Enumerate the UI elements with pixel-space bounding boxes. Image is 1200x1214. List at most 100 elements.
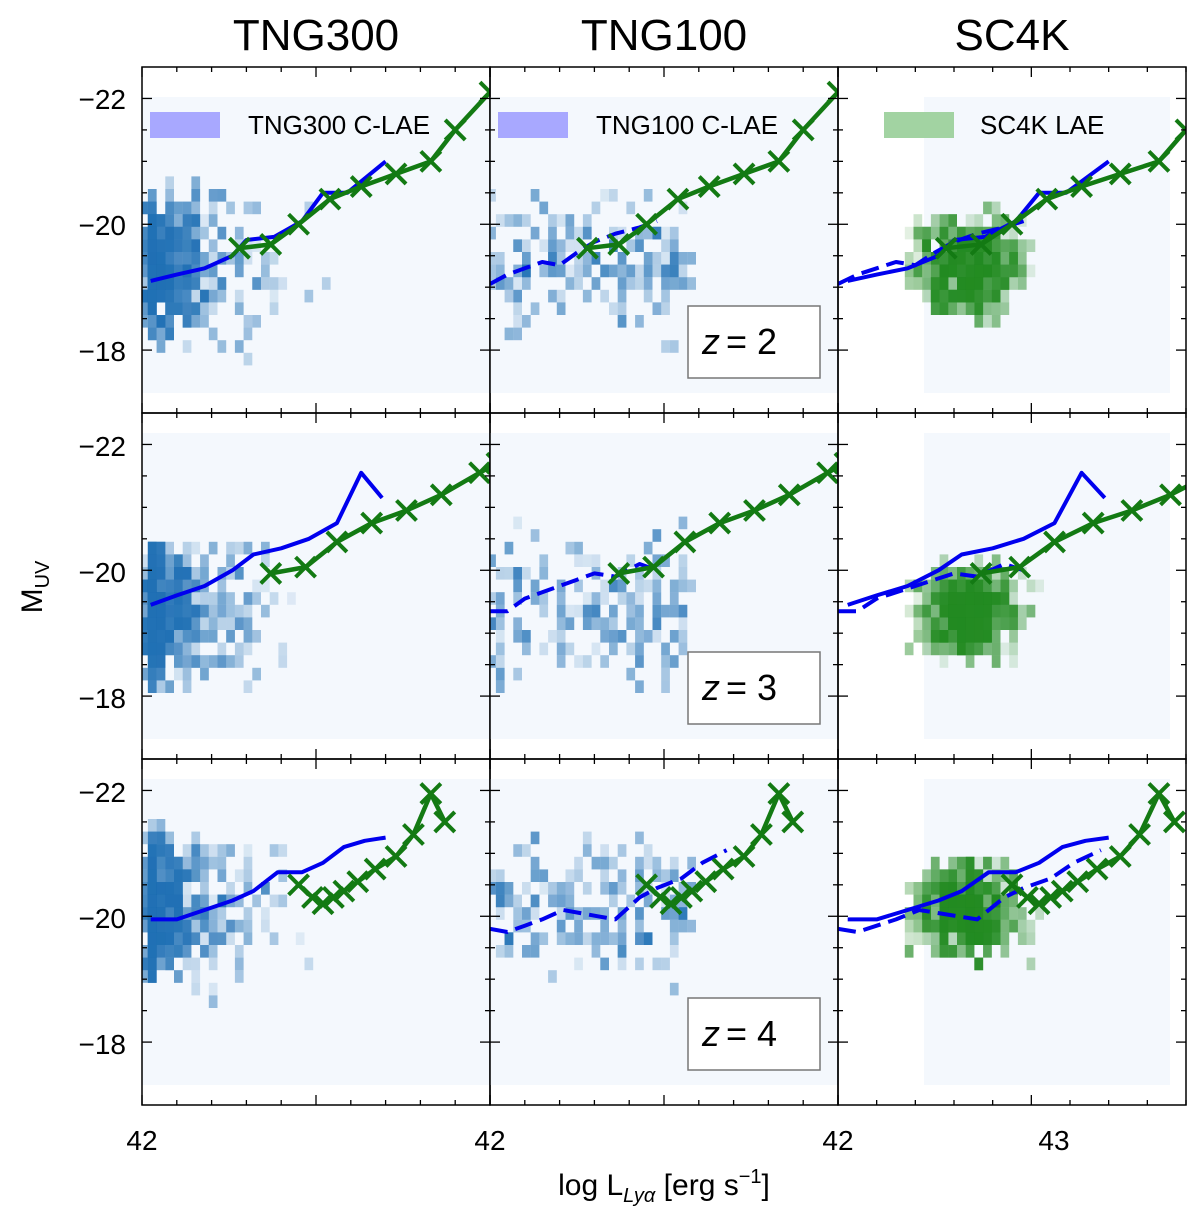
histogram-cell <box>687 252 696 265</box>
histogram-cell <box>513 667 522 681</box>
histogram-cell <box>147 239 157 252</box>
histogram-cell <box>191 226 201 240</box>
histogram-cell <box>147 579 157 593</box>
histogram-cell <box>208 541 218 555</box>
histogram-cell <box>1009 252 1018 265</box>
sc4k-median-point <box>1128 823 1152 846</box>
histogram-cell <box>200 894 209 908</box>
histogram-cell <box>182 932 192 945</box>
histogram-cell <box>217 655 227 668</box>
histogram-cell <box>217 567 227 580</box>
histogram-cell <box>556 894 566 908</box>
histogram-cell <box>626 604 636 618</box>
histogram-cell <box>269 277 279 290</box>
histogram-cell <box>1009 579 1018 593</box>
histogram-cell <box>983 617 992 630</box>
histogram-cell <box>600 289 609 303</box>
histogram-cell <box>174 642 183 656</box>
histogram-cell <box>208 189 218 202</box>
histogram-cell <box>504 289 514 303</box>
histogram-cell <box>669 856 679 870</box>
histogram-cell <box>142 277 148 290</box>
histogram-panel-sc4k-z3 <box>838 433 1186 739</box>
histogram-cell <box>165 894 174 908</box>
histogram-cell <box>217 604 227 618</box>
histogram-cell <box>191 239 201 252</box>
histogram-cell <box>991 302 1001 315</box>
histogram-cell <box>530 932 540 945</box>
histogram-cell <box>243 630 253 643</box>
histogram-cell <box>591 277 601 290</box>
histogram-cell <box>617 844 627 857</box>
histogram-cell <box>165 604 174 618</box>
histogram-cell <box>174 277 183 290</box>
histogram-cell <box>513 894 522 908</box>
histogram-cell <box>565 264 575 278</box>
histogram-cell <box>165 642 174 656</box>
histogram-cell <box>208 617 218 630</box>
sc4k-median-point <box>791 118 815 142</box>
histogram-cell <box>182 667 192 681</box>
histogram-cell <box>165 239 174 252</box>
histogram-cell <box>1009 252 1018 265</box>
histogram-cell <box>974 315 984 328</box>
histogram-cell <box>922 617 931 630</box>
histogram-cell <box>156 554 166 567</box>
histogram-cell <box>217 894 227 908</box>
histogram-cell <box>652 957 662 971</box>
histogram-cell <box>147 252 157 265</box>
histogram-cell <box>1000 214 1010 227</box>
histogram-cell <box>617 315 627 328</box>
histogram-cell <box>165 894 174 908</box>
histogram-cell <box>200 894 209 908</box>
histogram-cell <box>939 945 949 958</box>
histogram-cell <box>156 869 166 882</box>
histogram-cell <box>609 642 618 656</box>
histogram-cell <box>200 932 209 945</box>
histogram-cell <box>191 894 201 908</box>
histogram-cell <box>191 315 201 328</box>
histogram-cell <box>991 919 1001 933</box>
histogram-cell <box>600 844 609 857</box>
histogram-cell <box>142 554 148 567</box>
histogram-cell <box>142 617 148 630</box>
histogram-cell <box>965 289 975 303</box>
histogram-cell <box>948 642 957 656</box>
histogram-cell <box>1000 264 1010 278</box>
histogram-cell <box>974 932 984 945</box>
histogram-cell <box>147 579 157 593</box>
histogram-cell <box>930 302 940 315</box>
histogram-cell <box>991 882 1001 895</box>
histogram-cell <box>147 214 157 227</box>
histogram-cell <box>147 239 157 252</box>
histogram-cell <box>142 592 148 605</box>
sc4k-median-point <box>443 118 467 142</box>
histogram-cell <box>556 882 566 895</box>
histogram-cell <box>165 252 174 265</box>
panel-frame <box>837 758 1187 1106</box>
histogram-cell <box>939 617 949 630</box>
histogram-cell <box>991 919 1001 933</box>
histogram-cell <box>165 567 174 580</box>
histogram-cell <box>939 277 949 290</box>
histogram-cell <box>200 919 209 933</box>
histogram-cell <box>983 264 992 278</box>
histogram-cell <box>991 630 1001 643</box>
histogram-cell <box>939 289 949 303</box>
histogram-cell <box>182 226 192 240</box>
histogram-cell <box>617 630 627 643</box>
histogram-cell <box>1009 226 1018 240</box>
histogram-cell <box>1009 919 1018 933</box>
histogram-cell <box>156 882 166 895</box>
histogram-cell <box>957 869 966 882</box>
histogram-cell <box>652 554 662 567</box>
histogram-cell <box>556 239 566 252</box>
histogram-cell <box>217 226 227 240</box>
histogram-cell <box>556 919 566 933</box>
histogram-cell <box>217 579 227 593</box>
histogram-cell <box>609 579 618 593</box>
histogram-cell <box>147 554 157 567</box>
histogram-cell <box>930 630 940 643</box>
sc4k-median-point <box>360 511 384 535</box>
histogram-cell <box>156 592 166 605</box>
